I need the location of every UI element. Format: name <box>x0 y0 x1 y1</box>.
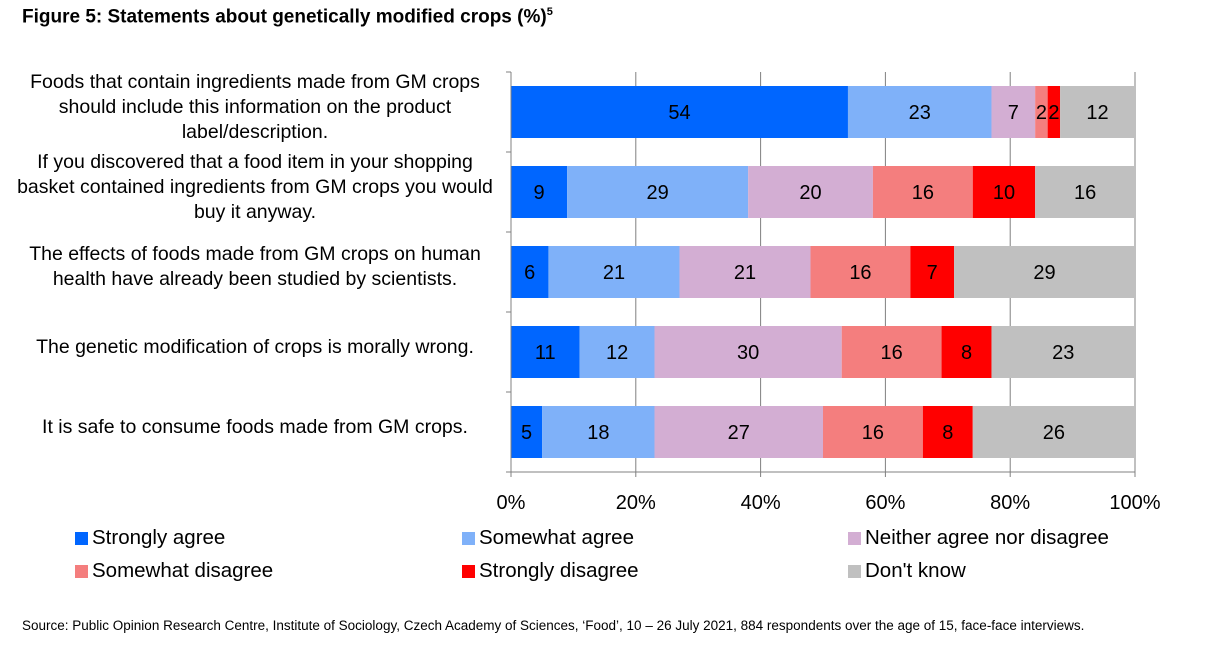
bar-segment <box>579 326 655 378</box>
legend-swatch <box>75 564 88 578</box>
legend-item: Strongly disagree <box>462 559 639 583</box>
footnote-marker: 5 <box>546 6 553 18</box>
bar-segment <box>1060 86 1135 138</box>
data-label: 2 <box>1036 102 1047 124</box>
data-label: 26 <box>1043 422 1065 444</box>
bar-segment <box>972 406 1135 458</box>
bar-segment <box>654 326 842 378</box>
bar-segment <box>847 86 992 138</box>
data-label: 16 <box>862 422 884 444</box>
data-label: 7 <box>927 262 938 284</box>
data-label: 12 <box>1086 102 1108 124</box>
x-tick-label: 40% <box>741 492 781 514</box>
legend-label: Strongly agree <box>92 526 226 549</box>
bar-segment <box>567 166 749 218</box>
data-label: 21 <box>734 262 756 284</box>
bar-segment <box>511 326 580 378</box>
data-label: 12 <box>606 342 628 364</box>
category-label: The effects of foods made from GM crops … <box>29 243 481 290</box>
category-label: The genetic modification of crops is mor… <box>36 335 474 358</box>
legend-swatch <box>848 531 861 545</box>
bar-segment <box>542 406 655 458</box>
data-label: 16 <box>1074 182 1096 204</box>
data-label: 29 <box>647 182 669 204</box>
legend-item: Strongly agree <box>75 526 225 550</box>
bar-segment <box>922 406 973 458</box>
legend-swatch <box>462 531 475 545</box>
legend-swatch <box>462 564 475 578</box>
legend-label: Somewhat agree <box>479 526 634 549</box>
data-label: 6 <box>524 262 535 284</box>
bar-segment <box>511 246 549 298</box>
data-label: 10 <box>993 182 1015 204</box>
source-note: Source: Public Opinion Research Centre, … <box>22 618 1085 633</box>
x-tick-label: 0% <box>497 492 526 514</box>
category-label: If you discovered that a food item in yo… <box>17 150 493 223</box>
chart-title-text: Figure 5: Statements about genetically m… <box>22 6 547 28</box>
legend-label: Somewhat disagree <box>92 559 274 582</box>
bar-segment <box>910 246 955 298</box>
data-label: 11 <box>535 342 556 364</box>
data-label: 21 <box>603 262 625 284</box>
bar-segment <box>748 166 873 218</box>
category-label: Foods that contain ingredients made from… <box>30 70 480 143</box>
legend-label: Don't know <box>865 559 966 582</box>
bar-segment <box>1035 166 1135 218</box>
data-label: 23 <box>1052 342 1074 364</box>
bar-segment <box>511 86 848 138</box>
chart-title: Figure 5: Statements about genetically m… <box>22 6 553 28</box>
legend-item: Somewhat disagree <box>75 559 273 583</box>
bar-segment <box>1047 86 1061 138</box>
data-label: 8 <box>942 422 953 444</box>
bar-segment <box>511 406 543 458</box>
x-tick-label: 60% <box>865 492 905 514</box>
data-label: 8 <box>961 342 972 364</box>
bar-segment <box>991 326 1135 378</box>
legend-swatch <box>75 531 88 545</box>
bar-segment <box>972 166 1036 218</box>
legend-label: Neither agree nor disagree <box>865 526 1109 549</box>
x-tick-label: 100% <box>1109 492 1160 514</box>
x-tick-label: 20% <box>616 492 656 514</box>
category-label: It is safe to consume foods made from GM… <box>42 415 468 438</box>
bar-segment <box>841 326 942 378</box>
data-label: 54 <box>668 102 690 124</box>
data-label: 27 <box>728 422 750 444</box>
legend-item: Somewhat agree <box>462 526 634 550</box>
bar-segment <box>941 326 992 378</box>
bar-segment <box>872 166 973 218</box>
legend-item: Don't know <box>848 559 966 583</box>
data-label: 16 <box>912 182 934 204</box>
bar-segment <box>991 86 1036 138</box>
data-label: 30 <box>737 342 759 364</box>
data-label: 20 <box>799 182 821 204</box>
data-label: 5 <box>521 422 532 444</box>
data-label: 7 <box>1008 102 1019 124</box>
data-label: 18 <box>587 422 609 444</box>
legend-label: Strongly disagree <box>479 559 639 582</box>
data-label: 16 <box>849 262 871 284</box>
data-label: 29 <box>1033 262 1055 284</box>
bar-segment <box>679 246 811 298</box>
x-tick-label: 80% <box>990 492 1030 514</box>
bar-segment <box>954 246 1135 298</box>
bar-segment <box>511 166 568 218</box>
bar-segment <box>548 246 680 298</box>
bar-segment <box>823 406 923 458</box>
data-label: 16 <box>881 342 903 364</box>
legend-item: Neither agree nor disagree <box>848 526 1109 550</box>
bar-segment <box>654 406 823 458</box>
bar-segment <box>1035 86 1048 138</box>
data-label: 23 <box>909 102 931 124</box>
data-label: 2 <box>1048 102 1059 124</box>
data-label: 9 <box>534 182 545 204</box>
legend-swatch <box>848 564 861 578</box>
bar-segment <box>810 246 911 298</box>
